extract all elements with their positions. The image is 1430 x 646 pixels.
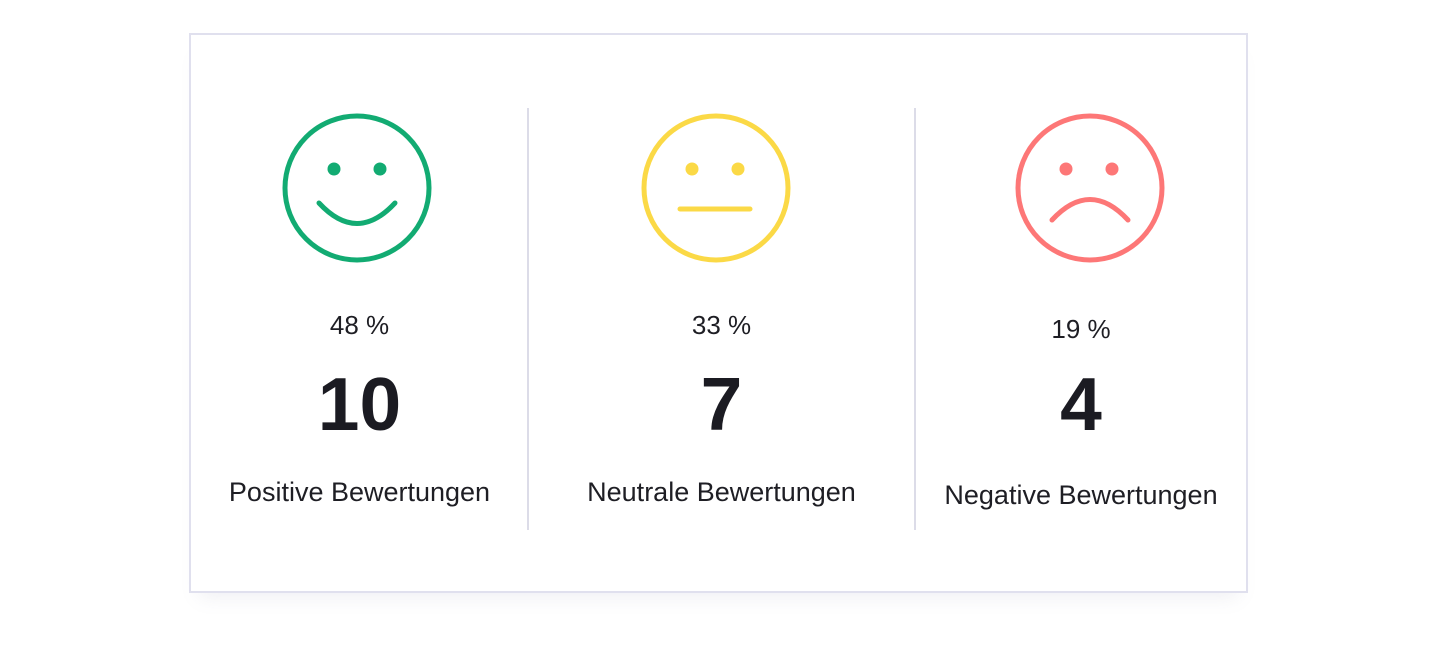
positive-label: Positive Bewertungen (228, 477, 491, 507)
column-divider (914, 108, 916, 530)
rating-column-positive: 48 % 10 Positive Bewertungen (191, 35, 528, 591)
neutral-percent: 33 % (691, 310, 752, 340)
positive-count: 10 (317, 362, 402, 446)
smiley-neutral-icon (640, 112, 792, 264)
negative-label: Negative Bewertungen (944, 480, 1218, 510)
negative-count: 4 (1060, 362, 1102, 446)
negative-percent: 19 % (1051, 314, 1111, 344)
rating-column-negative: 19 % 4 Negative Bewertungen (916, 35, 1246, 591)
ratings-summary-card: 48 % 10 Positive Bewertungen 33 % 7 Neut… (189, 33, 1248, 593)
positive-percent: 48 % (329, 310, 390, 340)
rating-column-neutral: 33 % 7 Neutrale Bewertungen (529, 35, 914, 591)
smiley-happy-icon (281, 112, 433, 264)
neutral-count: 7 (700, 362, 743, 446)
column-divider (527, 108, 529, 530)
smiley-sad-icon (1014, 112, 1166, 264)
neutral-label: Neutrale Bewertungen (587, 477, 856, 507)
